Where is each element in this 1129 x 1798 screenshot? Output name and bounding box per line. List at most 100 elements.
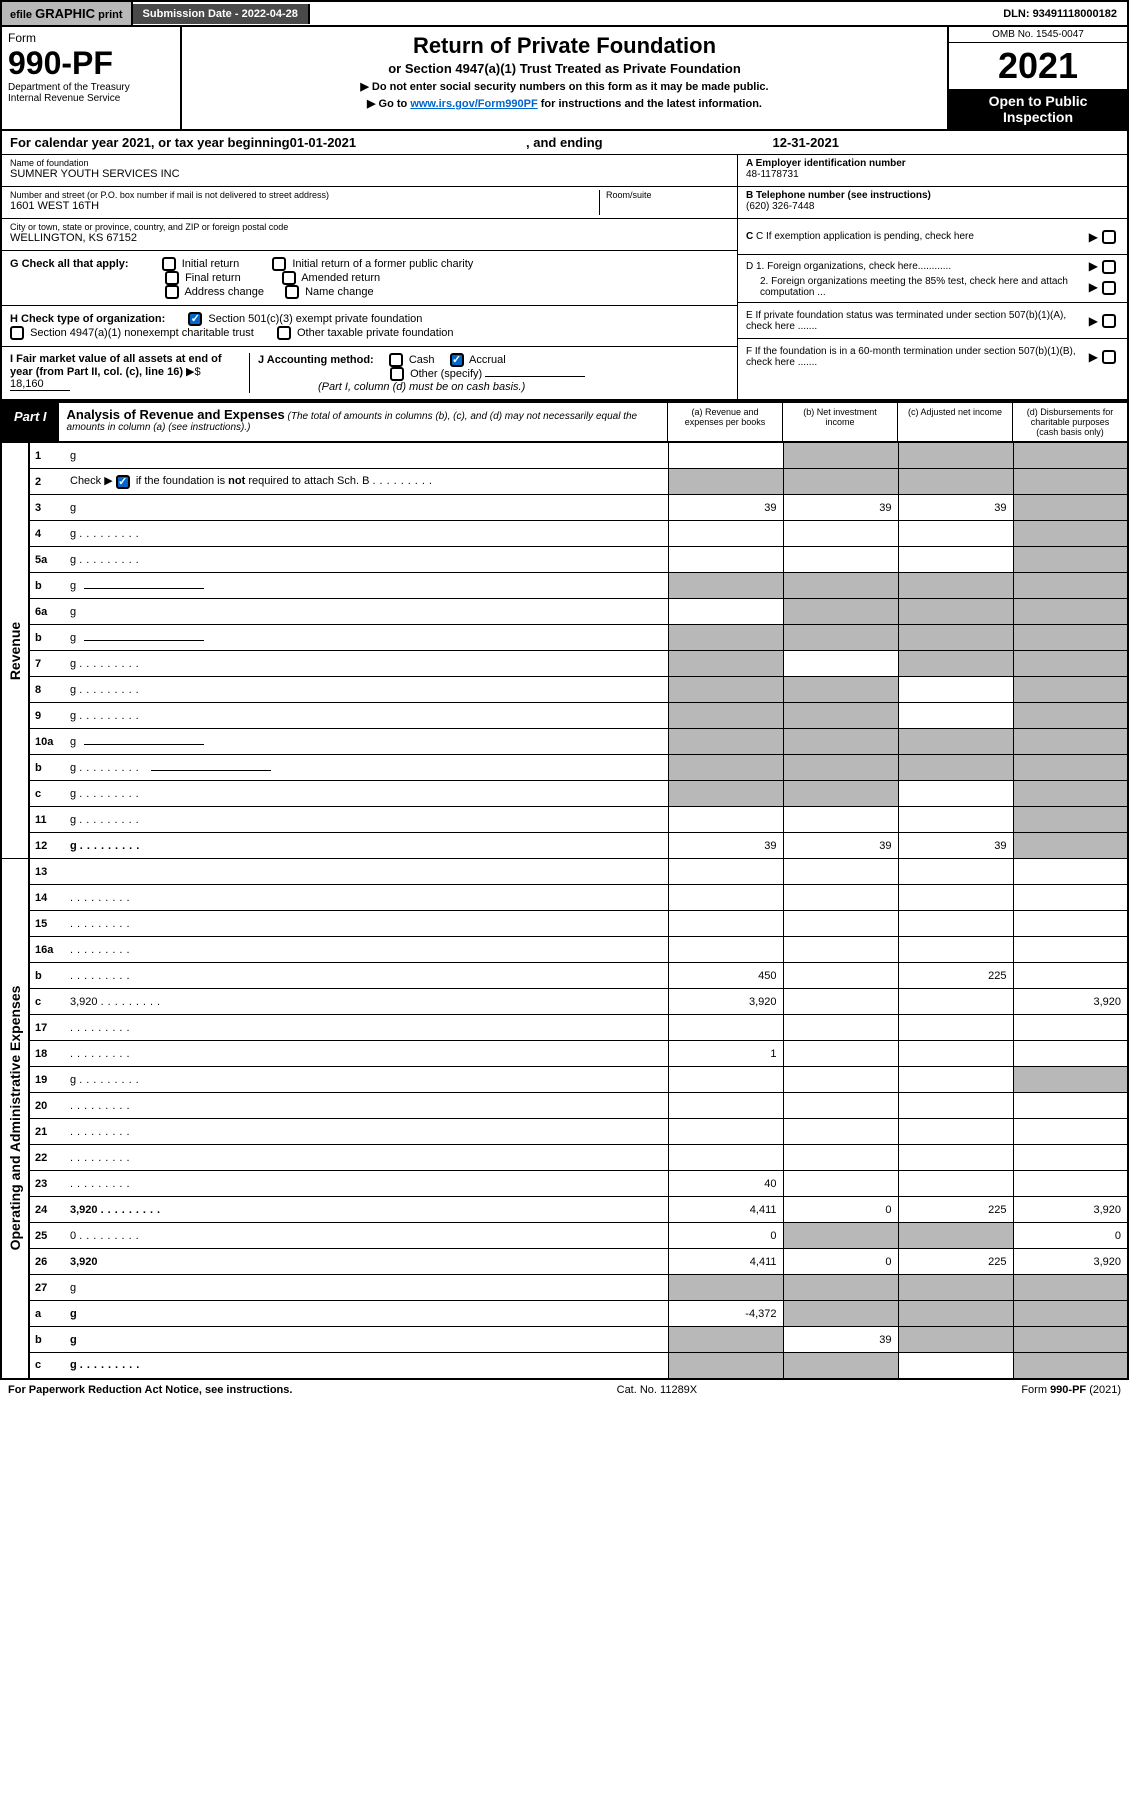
cell-b: [783, 807, 898, 833]
line-num: 8: [29, 677, 65, 703]
check-amended[interactable]: [282, 271, 296, 285]
line-desc: g .........: [65, 521, 668, 547]
line-desc: .........: [65, 963, 668, 989]
check-e[interactable]: [1102, 314, 1116, 328]
cell-a: [668, 677, 783, 703]
line-num: 18: [29, 1041, 65, 1067]
check-cash[interactable]: [389, 353, 403, 367]
city-cell: City or town, state or province, country…: [2, 219, 737, 251]
cell-d: [1013, 599, 1128, 625]
line-desc: g .........: [65, 703, 668, 729]
cell-d: [1013, 1275, 1128, 1301]
cell-d: [1013, 1067, 1128, 1093]
cell-d: [1013, 651, 1128, 677]
cell-a: [668, 781, 783, 807]
line-desc: g: [65, 599, 668, 625]
line-desc: g: [65, 1301, 668, 1327]
line-desc: .........: [65, 1093, 668, 1119]
submission-date: Submission Date - 2022-04-28: [133, 4, 310, 24]
cell-b: [783, 911, 898, 937]
check-d1[interactable]: [1102, 260, 1116, 274]
line-num: b: [29, 1327, 65, 1353]
cell-c: [898, 1327, 1013, 1353]
check-other-method[interactable]: [390, 367, 404, 381]
check-4947[interactable]: [10, 326, 24, 340]
header-right: OMB No. 1545-0047 2021 Open to Public In…: [947, 27, 1127, 129]
table-row: 15 .........: [1, 911, 1128, 937]
check-initial[interactable]: [162, 257, 176, 271]
cell-d: 3,920: [1013, 1197, 1128, 1223]
line-num: 21: [29, 1119, 65, 1145]
cell-a: [668, 1093, 783, 1119]
efile-suffix: print: [98, 9, 122, 21]
info-right: A Employer identification number 48-1178…: [737, 155, 1127, 399]
dln: DLN: 93491118000182: [993, 4, 1127, 24]
line-num: 4: [29, 521, 65, 547]
table-row: bg .........: [1, 755, 1128, 781]
header-mid: Return of Private Foundation or Section …: [182, 27, 947, 129]
check-501c3[interactable]: ✓: [188, 312, 202, 326]
check-accrual[interactable]: ✓: [450, 353, 464, 367]
line-num: 11: [29, 807, 65, 833]
cell-c: [898, 1301, 1013, 1327]
table-row: 19g .........: [1, 1067, 1128, 1093]
calendar-year-row: For calendar year 2021, or tax year begi…: [0, 131, 1129, 155]
check-name[interactable]: [285, 285, 299, 299]
cell-a: [668, 1275, 783, 1301]
cell-d: [1013, 859, 1128, 885]
line-desc: .........: [65, 1119, 668, 1145]
check-address[interactable]: [165, 285, 179, 299]
section-e: E If private foundation status was termi…: [738, 303, 1127, 339]
table-row: 263,9204,41102253,920: [1, 1249, 1128, 1275]
line-desc: g: [65, 573, 668, 599]
form-subtitle: or Section 4947(a)(1) Trust Treated as P…: [190, 61, 939, 76]
info-left: Name of foundation SUMNER YOUTH SERVICES…: [2, 155, 737, 399]
cell-a: [668, 885, 783, 911]
cell-b: [783, 1223, 898, 1249]
cell-b: [783, 1041, 898, 1067]
cell-b: [783, 729, 898, 755]
section-h: H Check type of organization: ✓ Section …: [2, 306, 737, 347]
table-row: 21 .........: [1, 1119, 1128, 1145]
cell-c: [898, 521, 1013, 547]
check-f[interactable]: [1102, 350, 1116, 364]
line-num: 16a: [29, 937, 65, 963]
cell-b: [783, 703, 898, 729]
cell-a: [668, 547, 783, 573]
side-expenses: Operating and Administrative Expenses: [1, 859, 29, 1379]
check-c[interactable]: [1102, 230, 1116, 244]
cell-a: [668, 937, 783, 963]
irs-link[interactable]: www.irs.gov/Form990PF: [410, 98, 537, 110]
page-footer: For Paperwork Reduction Act Notice, see …: [0, 1380, 1129, 1400]
line-num: 26: [29, 1249, 65, 1275]
table-row: 5ag .........: [1, 547, 1128, 573]
cell-a: 3,920: [668, 989, 783, 1015]
table-row: 6ag: [1, 599, 1128, 625]
check-final[interactable]: [165, 271, 179, 285]
cell-a: 4,411: [668, 1249, 783, 1275]
open-public: Open to Public Inspection: [949, 89, 1127, 129]
check-initial-former[interactable]: [272, 257, 286, 271]
irs: Internal Revenue Service: [8, 93, 174, 104]
cell-a: [668, 625, 783, 651]
check-d2[interactable]: [1102, 281, 1116, 295]
col-a-hdr: (a) Revenue and expenses per books: [667, 403, 782, 441]
line-desc: g .........: [65, 1067, 668, 1093]
col-c-hdr: (c) Adjusted net income: [897, 403, 1012, 441]
cell-b: [783, 937, 898, 963]
table-row: 9g .........: [1, 703, 1128, 729]
cell-a: [668, 1353, 783, 1379]
line-desc: .........: [65, 911, 668, 937]
cell-a: [668, 1015, 783, 1041]
cell-b: [783, 1353, 898, 1379]
check-other-tax[interactable]: [277, 326, 291, 340]
cell-a: 39: [668, 833, 783, 859]
line-desc: g .........: [65, 547, 668, 573]
cell-d: [1013, 547, 1128, 573]
cell-b: [783, 885, 898, 911]
line-desc: .........: [65, 1041, 668, 1067]
table-row: cg .........: [1, 1353, 1128, 1379]
cell-a: [668, 911, 783, 937]
table-row: b .........450225: [1, 963, 1128, 989]
cell-d: [1013, 963, 1128, 989]
